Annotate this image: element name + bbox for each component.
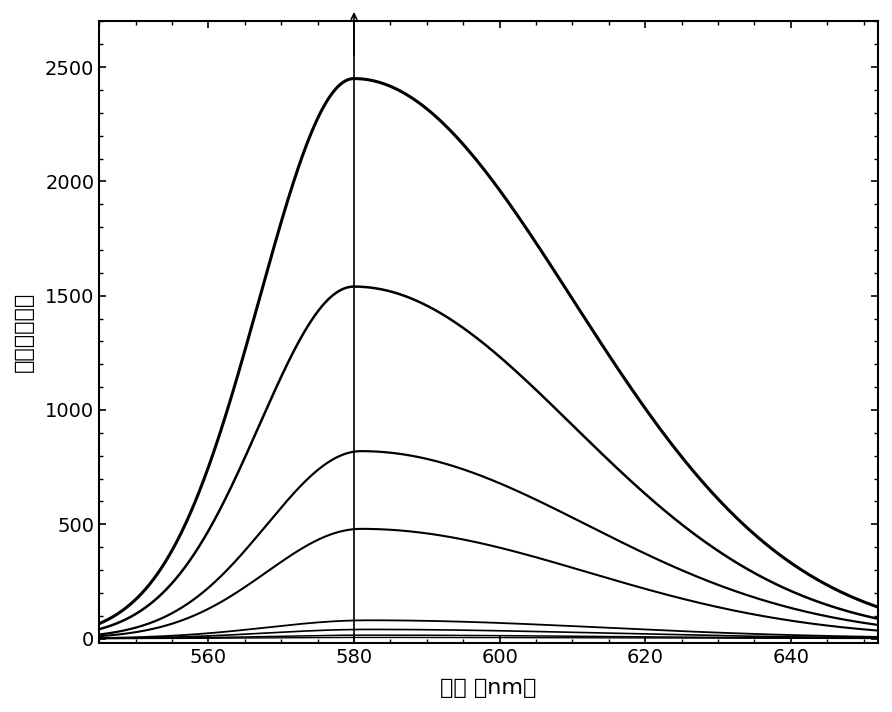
Y-axis label: 相对荧光强度: 相对荧光强度 — [14, 292, 34, 372]
X-axis label: 波长 （nm）: 波长 （nm） — [441, 678, 537, 698]
